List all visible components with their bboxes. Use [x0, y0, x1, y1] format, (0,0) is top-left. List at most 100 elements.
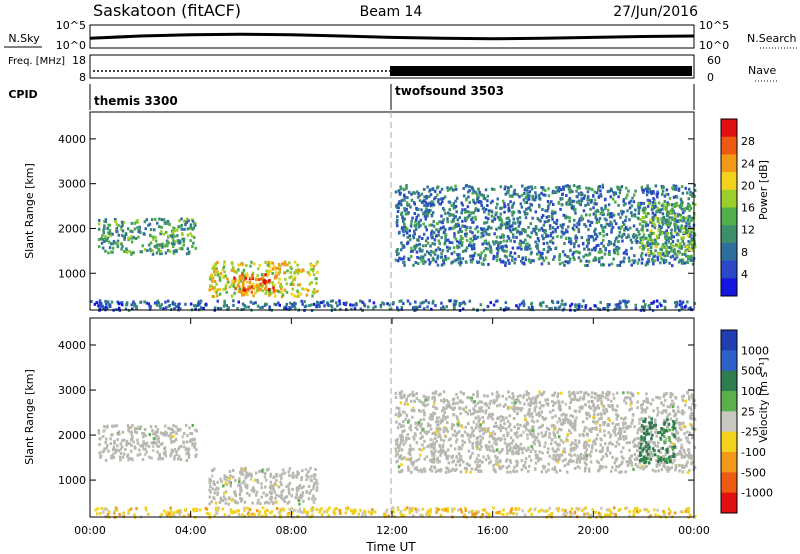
velocity-cell — [195, 448, 198, 452]
power-cell — [693, 183, 696, 187]
power-cell — [578, 251, 581, 255]
power-cell — [214, 263, 217, 267]
power-cell — [253, 262, 256, 266]
power-cell — [175, 228, 179, 232]
power-cell — [307, 288, 310, 292]
velocity-cell — [412, 393, 416, 397]
power-cell — [559, 223, 562, 227]
power-cell — [601, 183, 604, 187]
power-cell — [534, 195, 538, 199]
power-cell — [618, 263, 622, 267]
power-colorbar-label: Power [dB] — [757, 160, 770, 220]
power-cell — [651, 224, 654, 228]
power-cell — [660, 245, 664, 249]
power-cell — [646, 198, 650, 202]
power-cell — [558, 255, 561, 259]
power-cell — [251, 282, 255, 286]
velocity-cell — [125, 441, 128, 445]
velocity-cell — [571, 415, 575, 419]
power-cell — [230, 268, 233, 272]
velocity-cell — [410, 470, 413, 474]
power-cell — [633, 193, 636, 197]
velocity-cell — [578, 406, 582, 409]
power-cell — [575, 185, 579, 189]
power-cell — [212, 264, 215, 268]
velocity-cell — [157, 440, 160, 444]
power-cell — [587, 247, 590, 251]
power-cell — [547, 204, 550, 208]
velocity-cell — [502, 405, 506, 408]
power-cell — [546, 241, 549, 245]
power-cell — [687, 229, 690, 233]
power-cell — [461, 240, 464, 244]
power-cell — [462, 300, 465, 304]
power-cell — [476, 225, 479, 229]
velocity-cell — [292, 475, 295, 479]
velocity-cell — [499, 425, 503, 429]
power-cell — [518, 303, 522, 307]
power-cell — [529, 222, 532, 226]
power-cell — [644, 303, 647, 307]
power-cell — [421, 237, 424, 240]
velocity-cell — [295, 487, 299, 491]
power-cell — [97, 227, 101, 231]
power-cell — [659, 261, 662, 265]
power-cell — [584, 304, 588, 307]
power-cell — [613, 239, 617, 243]
power-cell — [106, 227, 110, 231]
velocity-cell — [619, 434, 622, 438]
velocity-cell — [394, 447, 397, 451]
power-cell — [519, 202, 523, 206]
velocity-cell — [462, 392, 465, 396]
power-cell — [403, 263, 406, 267]
velocity-cell — [554, 457, 558, 461]
velocity-cell — [604, 442, 607, 446]
power-cell — [468, 200, 471, 204]
velocity-cell — [654, 426, 657, 429]
power-colorbar-tick: 12 — [741, 224, 755, 237]
velocity-cell — [522, 430, 525, 434]
power-cell — [290, 292, 294, 296]
power-cell — [489, 201, 493, 205]
power-cell — [511, 205, 514, 209]
power-cell — [454, 204, 458, 208]
power-cell — [435, 228, 438, 232]
power-cell — [658, 225, 661, 229]
power-cell — [520, 301, 524, 305]
velocity-cell — [620, 470, 623, 474]
power-cell — [573, 223, 576, 227]
power-cell — [247, 305, 250, 309]
velocity-cell — [126, 441, 130, 445]
power-cell — [143, 232, 146, 236]
power-cell — [504, 185, 507, 189]
power-cell — [685, 254, 688, 258]
velocity-cell — [269, 474, 272, 478]
velocity-cell — [459, 446, 463, 450]
velocity-cell — [559, 404, 562, 408]
power-cell — [436, 222, 439, 226]
power-cell — [507, 307, 510, 311]
velocity-cell — [231, 475, 235, 479]
velocity-cell — [542, 418, 546, 422]
velocity-cell — [505, 445, 509, 449]
power-cell — [470, 247, 474, 251]
power-cell — [600, 250, 603, 254]
velocity-cell — [687, 456, 691, 460]
velocity-cell — [309, 478, 312, 482]
power-cell — [570, 203, 574, 207]
velocity-cell — [570, 449, 573, 453]
power-cell — [175, 248, 178, 252]
power-cell — [359, 307, 363, 311]
velocity-cell — [605, 392, 608, 396]
velocity-cell — [471, 430, 474, 434]
power-cell — [349, 303, 352, 307]
power-cell — [506, 226, 510, 230]
power-cell — [551, 226, 555, 230]
velocity-cell — [260, 469, 264, 473]
power-cell — [677, 260, 681, 264]
velocity-cell — [150, 456, 153, 460]
velocity-cell — [532, 420, 536, 424]
power-cell — [620, 185, 624, 189]
power-cell — [279, 264, 282, 268]
power-cell — [534, 231, 538, 235]
